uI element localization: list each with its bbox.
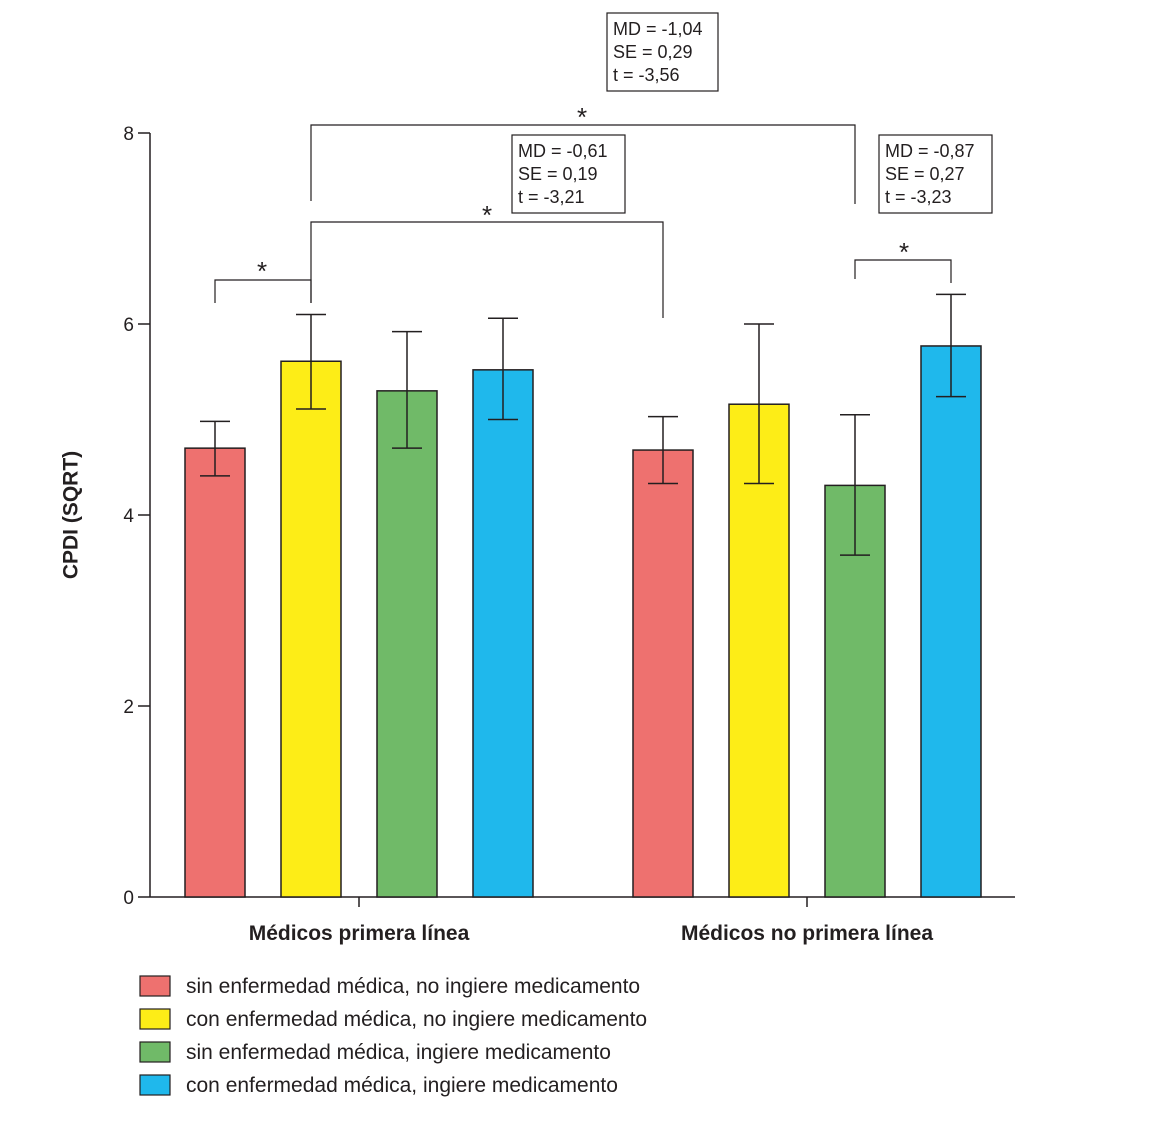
legend-item: con enfermedad médica, ingiere medicamen… (139, 1074, 618, 1097)
comparison: * MD = -0,87 SE = 0,27 t = -3,23 (854, 134, 993, 283)
bar (632, 449, 694, 898)
legend-swatch (139, 1008, 171, 1030)
legend-label: con enfermedad médica, no ingiere medica… (186, 1008, 647, 1031)
bar (184, 447, 246, 898)
bars (184, 293, 982, 898)
y-tick-label: 4 (123, 506, 134, 527)
legend-item: sin enfermedad médica, ingiere medicamen… (139, 1041, 611, 1064)
stats-line: t = -3,21 (518, 187, 585, 207)
comparison: * MD = -1,04 SE = 0,29 t = -3,56 (310, 12, 856, 204)
comparison-bracket (310, 221, 664, 318)
stats-line: MD = -0,61 (518, 141, 608, 161)
stats-line: MD = -1,04 (613, 19, 703, 39)
bar (920, 345, 982, 898)
y-tick-label: 0 (123, 888, 134, 909)
y-tick-label: 2 (123, 697, 134, 718)
significance-marker: * (577, 102, 587, 132)
legend-item: sin enfermedad médica, no ingiere medica… (139, 975, 640, 998)
stats-line: SE = 0,19 (518, 164, 598, 184)
legend-label: sin enfermedad médica, ingiere medicamen… (186, 1041, 611, 1064)
bar (376, 390, 438, 898)
significance-marker: * (482, 200, 492, 230)
stats-line: SE = 0,29 (613, 42, 693, 62)
legend-swatch (139, 1074, 171, 1096)
stats-line: MD = -0,87 (885, 141, 975, 161)
stats-line: t = -3,56 (613, 65, 680, 85)
y-axis-title: CPDI (SQRT) (60, 451, 83, 579)
legend-swatch (139, 1041, 171, 1063)
legend: sin enfermedad médica, no ingiere medica… (139, 975, 647, 1097)
stats-box (606, 12, 719, 92)
stats-box (511, 134, 626, 214)
significance-comparisons: * * MD = -0,61 SE = 0,19 t = -3,21 * MD = -1,0… (214, 12, 993, 318)
group-labels: Médicos primera línea Médicos no primera … (249, 922, 934, 945)
legend-swatch (139, 975, 171, 997)
x-category-label: Médicos no primera línea (681, 922, 933, 945)
legend-label: sin enfermedad médica, no ingiere medica… (186, 975, 640, 998)
comparison-bracket (310, 124, 856, 204)
y-ticks: 0 2 4 6 8 (123, 124, 808, 909)
legend-item: con enfermedad médica, no ingiere medica… (139, 1008, 647, 1031)
x-category-label: Médicos primera línea (249, 922, 470, 945)
bar (728, 403, 790, 898)
significance-marker: * (257, 256, 267, 286)
comparison: * MD = -0,61 SE = 0,19 t = -3,21 (310, 134, 664, 318)
comparison: * (214, 256, 312, 303)
bar (472, 369, 534, 898)
y-tick-label: 6 (123, 315, 134, 336)
legend-label: con enfermedad médica, ingiere medicamen… (186, 1074, 618, 1097)
comparison-bracket (854, 259, 952, 283)
stats-box (878, 134, 993, 214)
significance-marker: * (899, 237, 909, 267)
y-tick-label: 8 (123, 124, 134, 145)
stats-line: SE = 0,27 (885, 164, 965, 184)
stats-line: t = -3,23 (885, 187, 952, 207)
bar (280, 360, 342, 898)
